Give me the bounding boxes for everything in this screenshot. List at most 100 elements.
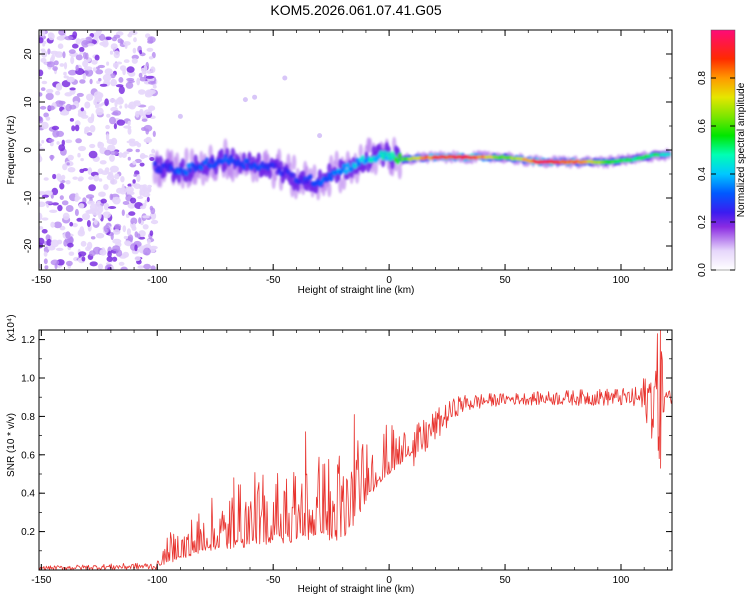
noise-blob bbox=[152, 130, 156, 137]
ridge-cell bbox=[210, 157, 215, 164]
noise-blob bbox=[142, 224, 149, 230]
noise-blob bbox=[93, 91, 102, 99]
ridge-cell bbox=[327, 163, 332, 173]
ridge-cell bbox=[382, 150, 388, 157]
noise-blob bbox=[114, 223, 122, 230]
noise-blob bbox=[105, 124, 110, 130]
noise-blob bbox=[78, 145, 86, 152]
ridge-cell bbox=[388, 155, 393, 162]
noise-blob bbox=[43, 258, 48, 265]
colorbar-gradient bbox=[711, 30, 735, 270]
x-tick-label: -100 bbox=[147, 275, 167, 286]
noise-blob bbox=[112, 245, 121, 252]
noise-blob bbox=[139, 154, 149, 158]
noise-blob bbox=[74, 197, 79, 202]
noise-blob bbox=[76, 217, 83, 222]
noise-blob bbox=[48, 138, 55, 143]
x-tick-label: -150 bbox=[31, 575, 51, 586]
noise-blob bbox=[130, 217, 138, 225]
noise-blob bbox=[88, 150, 98, 159]
noise-blob bbox=[68, 251, 75, 256]
noise-blob bbox=[72, 176, 78, 180]
noise-blob bbox=[103, 224, 110, 233]
noise-blob bbox=[86, 132, 93, 136]
noise-blob bbox=[69, 104, 77, 110]
noise-blob bbox=[120, 176, 125, 183]
ridge-cell bbox=[175, 152, 180, 168]
noise-blob bbox=[106, 139, 115, 145]
noise-blob bbox=[135, 148, 140, 153]
colorbar-tick-label: 0.0 bbox=[697, 263, 708, 277]
ridge-cell bbox=[230, 166, 235, 183]
noise-blob bbox=[78, 203, 85, 209]
noise-blob bbox=[109, 178, 118, 185]
noise-blob bbox=[78, 46, 85, 53]
noise-blob bbox=[109, 50, 114, 55]
noise-blob bbox=[39, 105, 47, 110]
colorbar-tick-label: 0.8 bbox=[697, 71, 708, 85]
noise-blob bbox=[139, 162, 145, 167]
noise-blob bbox=[80, 240, 87, 247]
noise-blob bbox=[69, 221, 74, 227]
noise-blob bbox=[92, 32, 102, 37]
noise-blob bbox=[124, 103, 128, 109]
noise-blob bbox=[134, 158, 142, 164]
noise-blob bbox=[139, 49, 143, 55]
x-tick-label: 0 bbox=[386, 575, 392, 586]
noise-blob bbox=[121, 183, 125, 192]
noise-blob bbox=[44, 265, 49, 270]
noise-blob bbox=[39, 116, 44, 124]
noise-blob bbox=[113, 229, 121, 235]
noise-blob bbox=[138, 72, 143, 78]
noise-blob bbox=[147, 238, 151, 244]
noise-blob bbox=[133, 101, 141, 107]
y-tick-label: -10 bbox=[23, 190, 34, 205]
noise-blob bbox=[80, 158, 84, 162]
noise-blob bbox=[99, 83, 108, 87]
noise-blob bbox=[100, 198, 107, 204]
noise-blob bbox=[143, 109, 152, 115]
noise-blob bbox=[86, 241, 93, 250]
noise-blob bbox=[96, 80, 101, 84]
noise-blob bbox=[317, 133, 323, 139]
noise-blob bbox=[55, 83, 62, 89]
noise-blob bbox=[114, 99, 118, 108]
noise-blob bbox=[282, 75, 288, 81]
noise-blob bbox=[71, 223, 78, 228]
noise-blob bbox=[94, 54, 100, 61]
noise-blob bbox=[39, 37, 44, 44]
noise-blob bbox=[130, 197, 137, 204]
noise-blob bbox=[131, 58, 138, 64]
noise-blob bbox=[147, 184, 152, 188]
noise-blob bbox=[41, 80, 48, 85]
noise-blob bbox=[98, 78, 102, 82]
noise-blob bbox=[104, 167, 110, 173]
noise-blob bbox=[60, 110, 69, 116]
ridge-cell bbox=[334, 150, 339, 166]
noise-blob bbox=[106, 113, 111, 118]
ridge-cell bbox=[176, 173, 182, 183]
noise-blob bbox=[124, 43, 128, 49]
noise-blob bbox=[62, 212, 70, 221]
noise-blob bbox=[76, 92, 84, 97]
noise-blob bbox=[51, 202, 59, 206]
y-tick-label: 0 bbox=[23, 147, 34, 153]
noise-blob bbox=[111, 111, 119, 116]
noise-blob bbox=[48, 32, 55, 41]
snr-multiplier-label: (x10⁴) bbox=[6, 314, 17, 341]
noise-blob bbox=[89, 125, 96, 133]
noise-blob bbox=[95, 232, 105, 239]
noise-blob bbox=[65, 231, 71, 239]
noise-blob bbox=[106, 174, 115, 181]
noise-blob bbox=[39, 155, 43, 163]
ridge-cell bbox=[397, 152, 402, 159]
noise-blob bbox=[59, 195, 64, 201]
noise-blob bbox=[122, 68, 126, 76]
noise-blob bbox=[50, 239, 59, 248]
noise-blob bbox=[128, 80, 135, 83]
noise-blob bbox=[47, 48, 51, 55]
noise-blob bbox=[83, 52, 87, 59]
x-tick-label: -50 bbox=[266, 575, 281, 586]
noise-blob bbox=[80, 114, 89, 119]
noise-blob bbox=[138, 217, 142, 224]
